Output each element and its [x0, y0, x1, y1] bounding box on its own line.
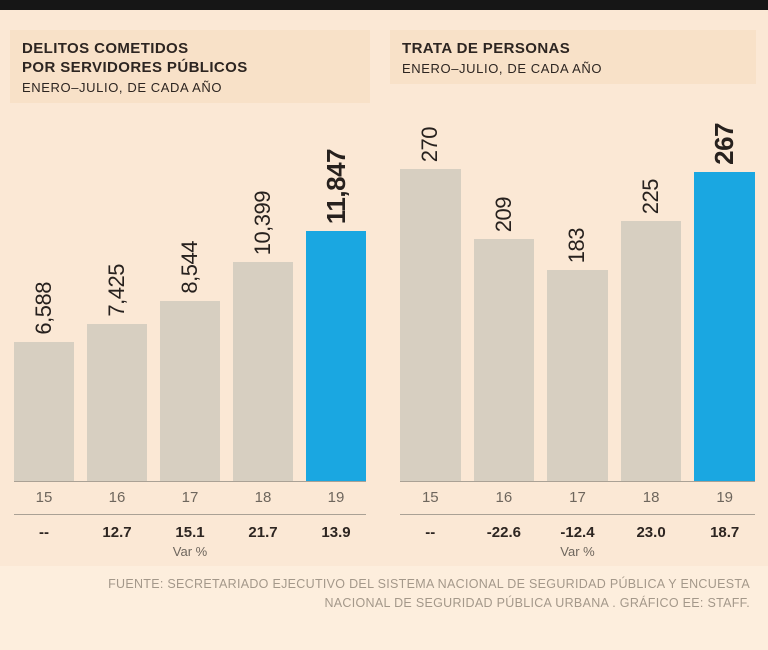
bar-value-label: 183: [564, 227, 590, 263]
right-chart-bars-area: 270 209 183 225 267: [400, 107, 755, 482]
source-footer-text: FUENTE: SECRETARIADO EJECUTIVO DEL SISTE…: [108, 575, 750, 613]
footer-line-1: FUENTE: SECRETARIADO EJECUTIVO DEL SISTE…: [108, 577, 750, 591]
var-pct-value: --: [425, 524, 436, 541]
right-chart-var-label: Var %: [560, 544, 595, 559]
year-tick-label: 16: [495, 489, 513, 506]
bar: [87, 324, 147, 481]
var-pct-value: -22.6: [486, 524, 521, 541]
var-pct-value: 21.7: [248, 524, 278, 541]
year-tick-label: 17: [181, 489, 199, 506]
right-chart-subtitle: ENERO–JULIO, DE CADA AÑO: [402, 61, 603, 76]
footer-line-2: NACIONAL DE SEGURIDAD PÚBLICA URBANA . G…: [324, 596, 750, 610]
bar-column: 267: [694, 123, 755, 481]
bar-column: 225: [620, 178, 682, 481]
left-chart-title-line-2: POR SERVIDORES PÚBLICOS: [22, 59, 248, 76]
bar-highlighted: [694, 172, 755, 481]
left-chart-subtitle: ENERO–JULIO, DE CADA AÑO: [22, 80, 223, 95]
bar-highlighted: [306, 231, 366, 481]
bar-value-label: 11,847: [320, 148, 351, 224]
left-chart: 6,588 7,425 8,544 10,399 11,847 15 16 17 18 19 -…: [14, 107, 366, 559]
var-pct-value: 18.7: [710, 524, 740, 541]
bar-value-label: 267: [709, 123, 740, 165]
bar: [14, 342, 74, 481]
right-chart-title: TRATA DE PERSONAS: [402, 40, 571, 57]
left-chart-title-box: DELITOS COMETIDOS POR SERVIDORES PÚBLICO…: [10, 30, 370, 103]
right-chart-title-box: TRATA DE PERSONAS ENERO–JULIO, DE CADA A…: [390, 30, 756, 84]
bar-value-label: 7,425: [104, 264, 129, 317]
bar-column: 209: [473, 196, 535, 481]
bar-value-label: 209: [490, 196, 516, 232]
var-pct-value: 23.0: [636, 524, 666, 541]
year-tick-label: 17: [569, 489, 586, 506]
bar-column: 8,544: [160, 241, 220, 481]
year-tick-label: 15: [35, 489, 53, 506]
bar-value-label: 270: [417, 126, 443, 162]
year-tick-label: 18: [642, 489, 660, 506]
bar-column: 270: [400, 127, 461, 481]
bar-column: 10,399: [233, 191, 293, 481]
year-tick-label: 19: [327, 489, 345, 506]
bar: [233, 262, 293, 481]
var-pct-value: 13.9: [321, 524, 351, 541]
var-pct-value: --: [39, 524, 49, 541]
bar-value-label: 8,544: [177, 241, 202, 294]
year-tick-label: 16: [108, 489, 126, 506]
bar: [473, 239, 535, 481]
right-chart-var-pct-row: -- -22.6 -12.4 23.0 18.7: [400, 515, 755, 541]
left-chart-title-line-1: DELITOS COMETIDOS: [22, 40, 189, 57]
var-pct-value: 12.7: [102, 524, 132, 541]
left-chart-var-pct-row: -- 12.7 15.1 21.7 13.9: [14, 515, 366, 541]
bar-value-label: 225: [638, 178, 664, 214]
right-chart: 270 209 183 225 267 15 16 17 18 19 -- -22.6 -12.4 2…: [400, 107, 755, 559]
year-tick-label: 18: [254, 489, 272, 506]
left-chart-bars-area: 6,588 7,425 8,544 10,399 11,847: [14, 107, 366, 482]
left-chart-var-label: Var %: [172, 544, 208, 559]
bar-value-label: 10,399: [250, 190, 275, 255]
bar: [160, 301, 220, 481]
left-chart-year-axis: 15 16 17 18 19: [14, 482, 366, 515]
bar: [620, 221, 682, 481]
bar-column: 11,847: [306, 149, 366, 481]
bar-column: 183: [547, 228, 608, 481]
bar-column: 6,588: [14, 282, 74, 481]
year-tick-label: 19: [716, 489, 734, 506]
year-tick-label: 15: [421, 489, 439, 506]
var-pct-value: -12.4: [560, 524, 595, 541]
bar-value-label: 6,588: [31, 282, 56, 335]
bar: [547, 270, 608, 481]
right-chart-year-axis: 15 16 17 18 19: [400, 482, 755, 515]
source-footer-band: FUENTE: SECRETARIADO EJECUTIVO DEL SISTE…: [0, 566, 768, 650]
var-pct-value: 15.1: [175, 524, 205, 541]
top-black-bar: [0, 0, 768, 10]
bar-column: 7,425: [87, 264, 147, 481]
bar: [400, 169, 461, 481]
